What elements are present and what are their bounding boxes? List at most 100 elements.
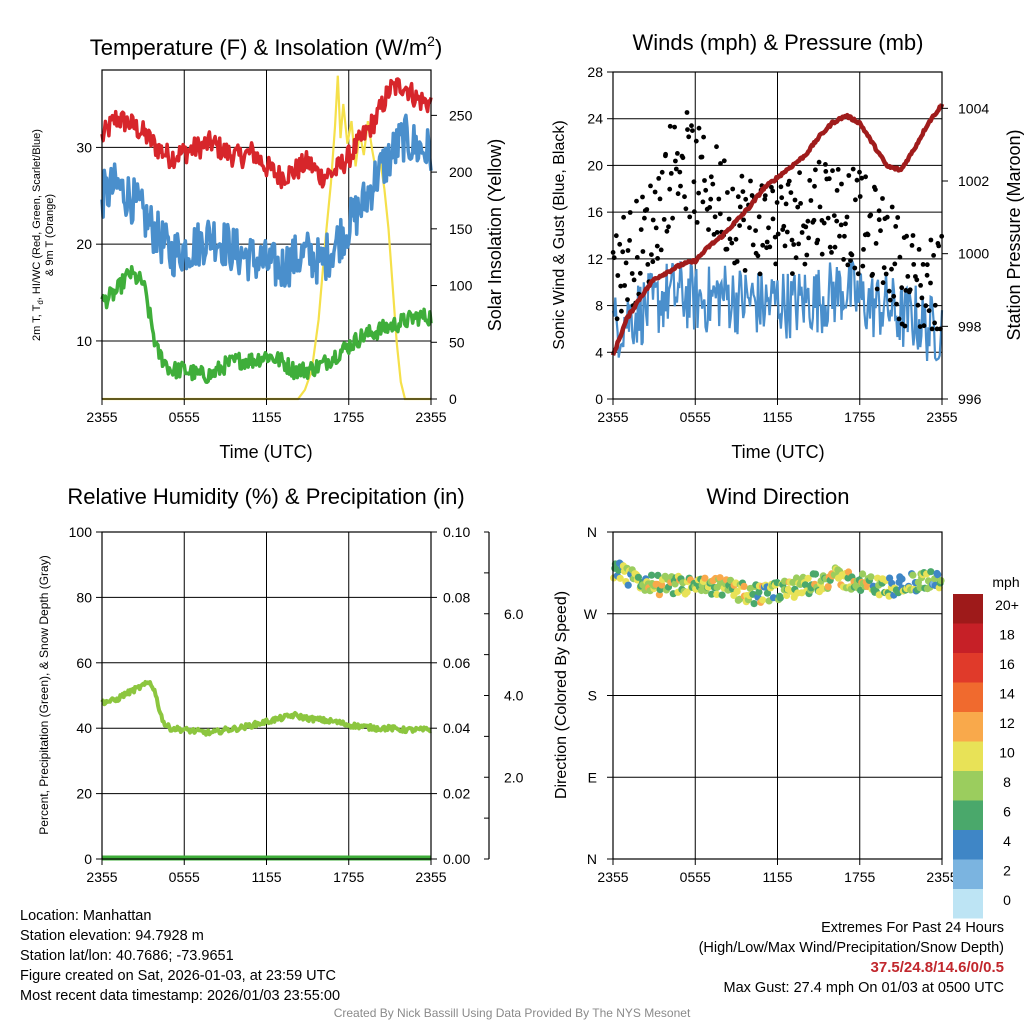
gust-dot [762,193,768,199]
gust-dot [742,268,748,273]
gust-dot [815,237,821,243]
gust-dot [874,286,880,292]
gust-dot [886,288,892,294]
x-tick-label: 2355 [597,409,628,425]
speed-legend: 20+ 18 16 14 12 10 8 6 4 2 0 [953,594,1019,919]
y-right-tick-label: 0.00 [443,851,470,867]
gust-dot [830,168,835,174]
gust-dot [905,274,911,279]
gust-dot [634,255,640,260]
gust-dot [714,144,719,150]
y-right-tick-label: 0.06 [443,655,470,671]
gust-dot [791,242,797,247]
direction-dot [859,570,867,578]
extremes-info: Extremes For Past 24 Hours (High/Low/Max… [699,918,1004,998]
speed-legend-title: mph [992,574,1019,590]
gust-dot [716,196,722,202]
direction-dot [733,587,741,596]
temperature-xlabel: Time (UTC) [219,442,312,462]
gust-dot [625,297,630,302]
direction-dot [755,588,763,596]
gust-dot [668,171,674,176]
gust-dot [841,257,846,262]
gust-dot [729,240,735,246]
direction-dot [776,594,784,602]
gust-dot [807,178,813,183]
winds-panel: Winds (mph) & Pressure (mb) 2355 0555 1155… [551,30,1024,462]
y-left-tick-label: 10 [76,333,92,349]
gust-dot [693,138,699,144]
gust-dot [792,197,798,203]
gust-dot [887,297,893,303]
gust-dot [928,237,934,243]
snow-depth-tick-label: 4.0 [504,688,524,704]
gust-dot [675,151,680,156]
gust-dot [916,247,922,252]
gust-dot [782,243,788,249]
x-tick-label: 1755 [333,869,364,885]
direction-dot [763,589,772,597]
gust-dot [894,301,899,307]
speed-legend-swatch [953,682,983,712]
temperature-title: Temperature (F) & Insolation (W/m2) [90,33,443,60]
gust-dot [873,241,879,246]
humidity-series [100,680,432,861]
gust-dot [683,206,689,212]
gust-dot [878,228,883,234]
y-left-tick-label: 16 [587,204,603,220]
humidity-gridlines [102,532,431,859]
gust-dot [843,221,848,227]
gust-dot [739,173,745,179]
direction-dot [716,574,724,582]
x-tick-label: 2355 [415,869,446,885]
gust-dot [644,207,650,212]
gust-dot [648,183,653,189]
gust-dot [892,261,898,267]
y-left-tick-label: 0 [595,391,603,407]
gust-dot [796,241,801,247]
gust-dot [920,262,926,267]
gust-dot [631,277,637,283]
gust-dot [622,283,627,288]
y-right-tick-label: 0.02 [443,786,470,802]
gust-dot [842,233,847,239]
wind-direction-points [610,559,945,608]
data-timestamp: Most recent data timestamp: 2026/01/03 2… [20,988,341,1004]
gust-dot [790,271,795,276]
gust-dot [629,271,635,276]
gust-dot [650,217,656,223]
gust-dot [717,211,723,217]
direction-dot [927,568,935,576]
station-info: Location: Manhattan Station elevation: 9… [20,906,340,1006]
gust-dot [929,326,935,332]
speed-legend-swatch [953,741,983,771]
x-tick-label: 2355 [597,869,628,885]
gust-dot [659,169,665,175]
gust-dot [838,222,844,228]
gust-dot [712,214,718,220]
y-left-tick-label: 60 [76,655,92,671]
x-tick-label: 1155 [762,869,792,885]
gust-dot [623,260,629,266]
temperature-axes: 2355 0555 1155 1755 2355 10 20 30 0 50 100 150 200 25… [76,107,472,425]
gust-dot [753,228,758,234]
gust-dot [924,262,930,268]
x-tick-label: 0555 [169,409,200,425]
y-right-tick-label: 996 [958,391,982,407]
gust-dot [645,262,651,267]
y-right-tick-label: 1000 [958,246,989,262]
y-right-tick-label: 998 [958,318,982,334]
gust-dot [812,183,817,189]
gust-dot [880,280,886,286]
gust-dot [654,243,660,249]
y-left-tick-label: 20 [587,157,603,173]
credit-line: Created By Nick Bassill Using Data Provi… [333,1006,691,1020]
gust-dot [788,190,794,196]
gust-dot [627,238,632,243]
gust-dot [737,223,742,229]
y-right-tick-label: 0.10 [443,524,470,540]
gust-dot [700,199,706,205]
gust-dot [834,218,840,224]
gust-dot [798,201,803,206]
pressure-ylabel: Station Pressure (Maroon) [1004,129,1024,340]
